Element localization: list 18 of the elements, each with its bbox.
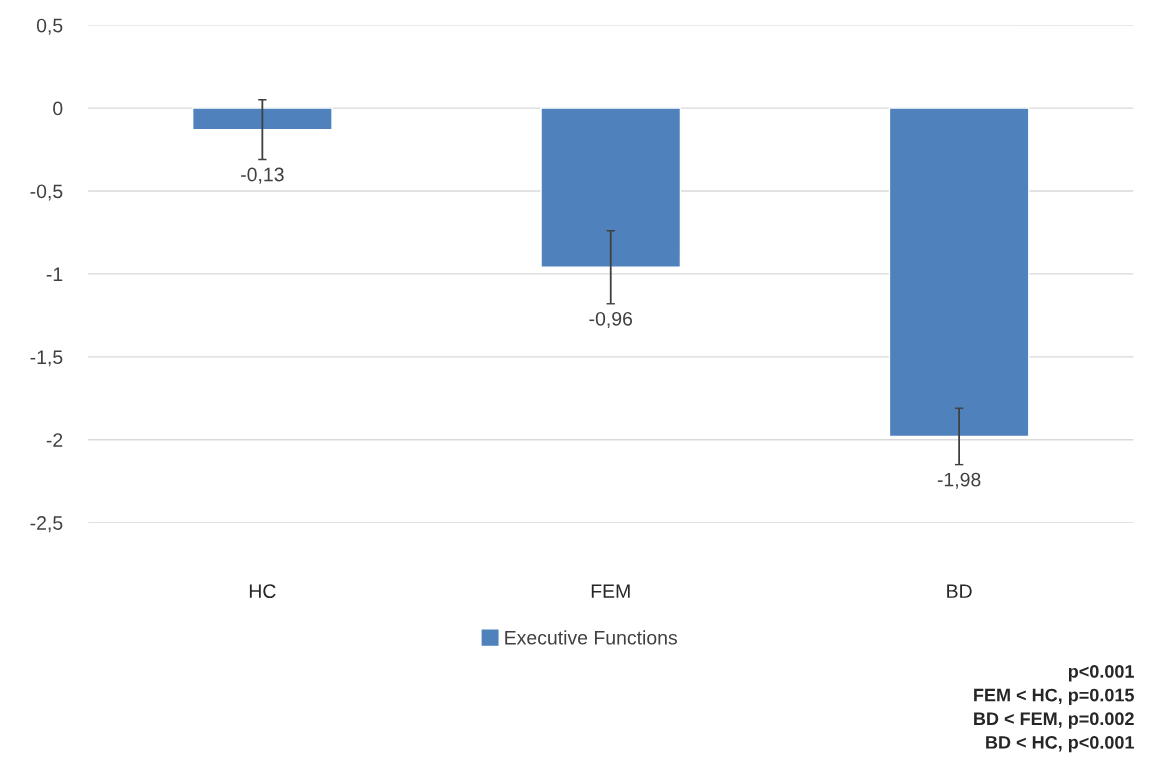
text: p<0.001 xyxy=(1068,665,1134,682)
text: BD < FEM, p=0.002 xyxy=(974,712,1134,729)
y-tick-label: -2,5 xyxy=(30,516,63,533)
data-label: -1,98 xyxy=(937,472,981,489)
x-tick-label: HC xyxy=(249,584,276,599)
text: FEM < HC, p=0.015 xyxy=(974,688,1134,706)
y-tick-label: -2 xyxy=(46,433,63,447)
text: BD < HC, p<0.001 xyxy=(986,735,1134,753)
x-tick-label: BD xyxy=(947,584,972,598)
legend-label: Executive Functions xyxy=(505,630,677,645)
data-label: -0,13 xyxy=(241,167,284,184)
y-tick-label: 0,5 xyxy=(36,18,63,35)
x-tick-label: FEM xyxy=(591,584,630,598)
y-tick-label: -0,5 xyxy=(30,184,63,201)
y-tick-label: 0 xyxy=(53,101,63,116)
y-tick-label: -1,5 xyxy=(30,350,63,367)
data-label: -0,96 xyxy=(589,311,633,328)
y-tick-label: -1 xyxy=(46,267,63,281)
